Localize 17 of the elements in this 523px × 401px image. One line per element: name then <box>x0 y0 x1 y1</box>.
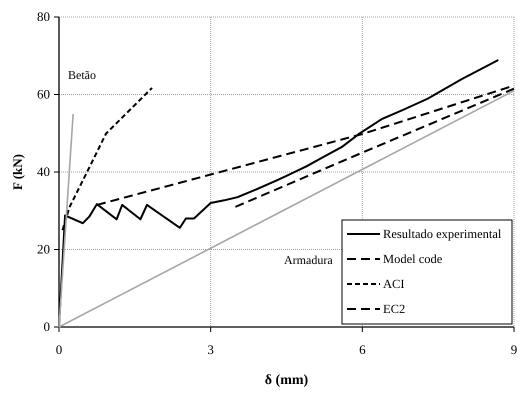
y-tick-label: 60 <box>37 86 50 102</box>
annotation: Betão <box>68 68 96 82</box>
y-axis-title: F (kN) <box>10 154 25 190</box>
legend-label: ACI <box>383 277 405 291</box>
annotation: Armadura <box>284 253 334 267</box>
x-axis-title: δ (mm) <box>264 373 309 388</box>
y-tick-label: 0 <box>44 319 50 334</box>
legend-label: EC2 <box>383 302 406 316</box>
legend-label: Resultado experimental <box>383 227 502 241</box>
x-tick-label: 3 <box>207 342 214 357</box>
y-tick-label: 20 <box>37 242 50 256</box>
x-tick-label: 9 <box>510 342 518 357</box>
x-tick-label: 0 <box>56 342 62 357</box>
y-tick-label: 40 <box>37 164 50 179</box>
legend-label: Model code <box>383 252 443 266</box>
y-tick-label: 80 <box>37 9 50 24</box>
x-tick-label: 6 <box>359 342 366 357</box>
